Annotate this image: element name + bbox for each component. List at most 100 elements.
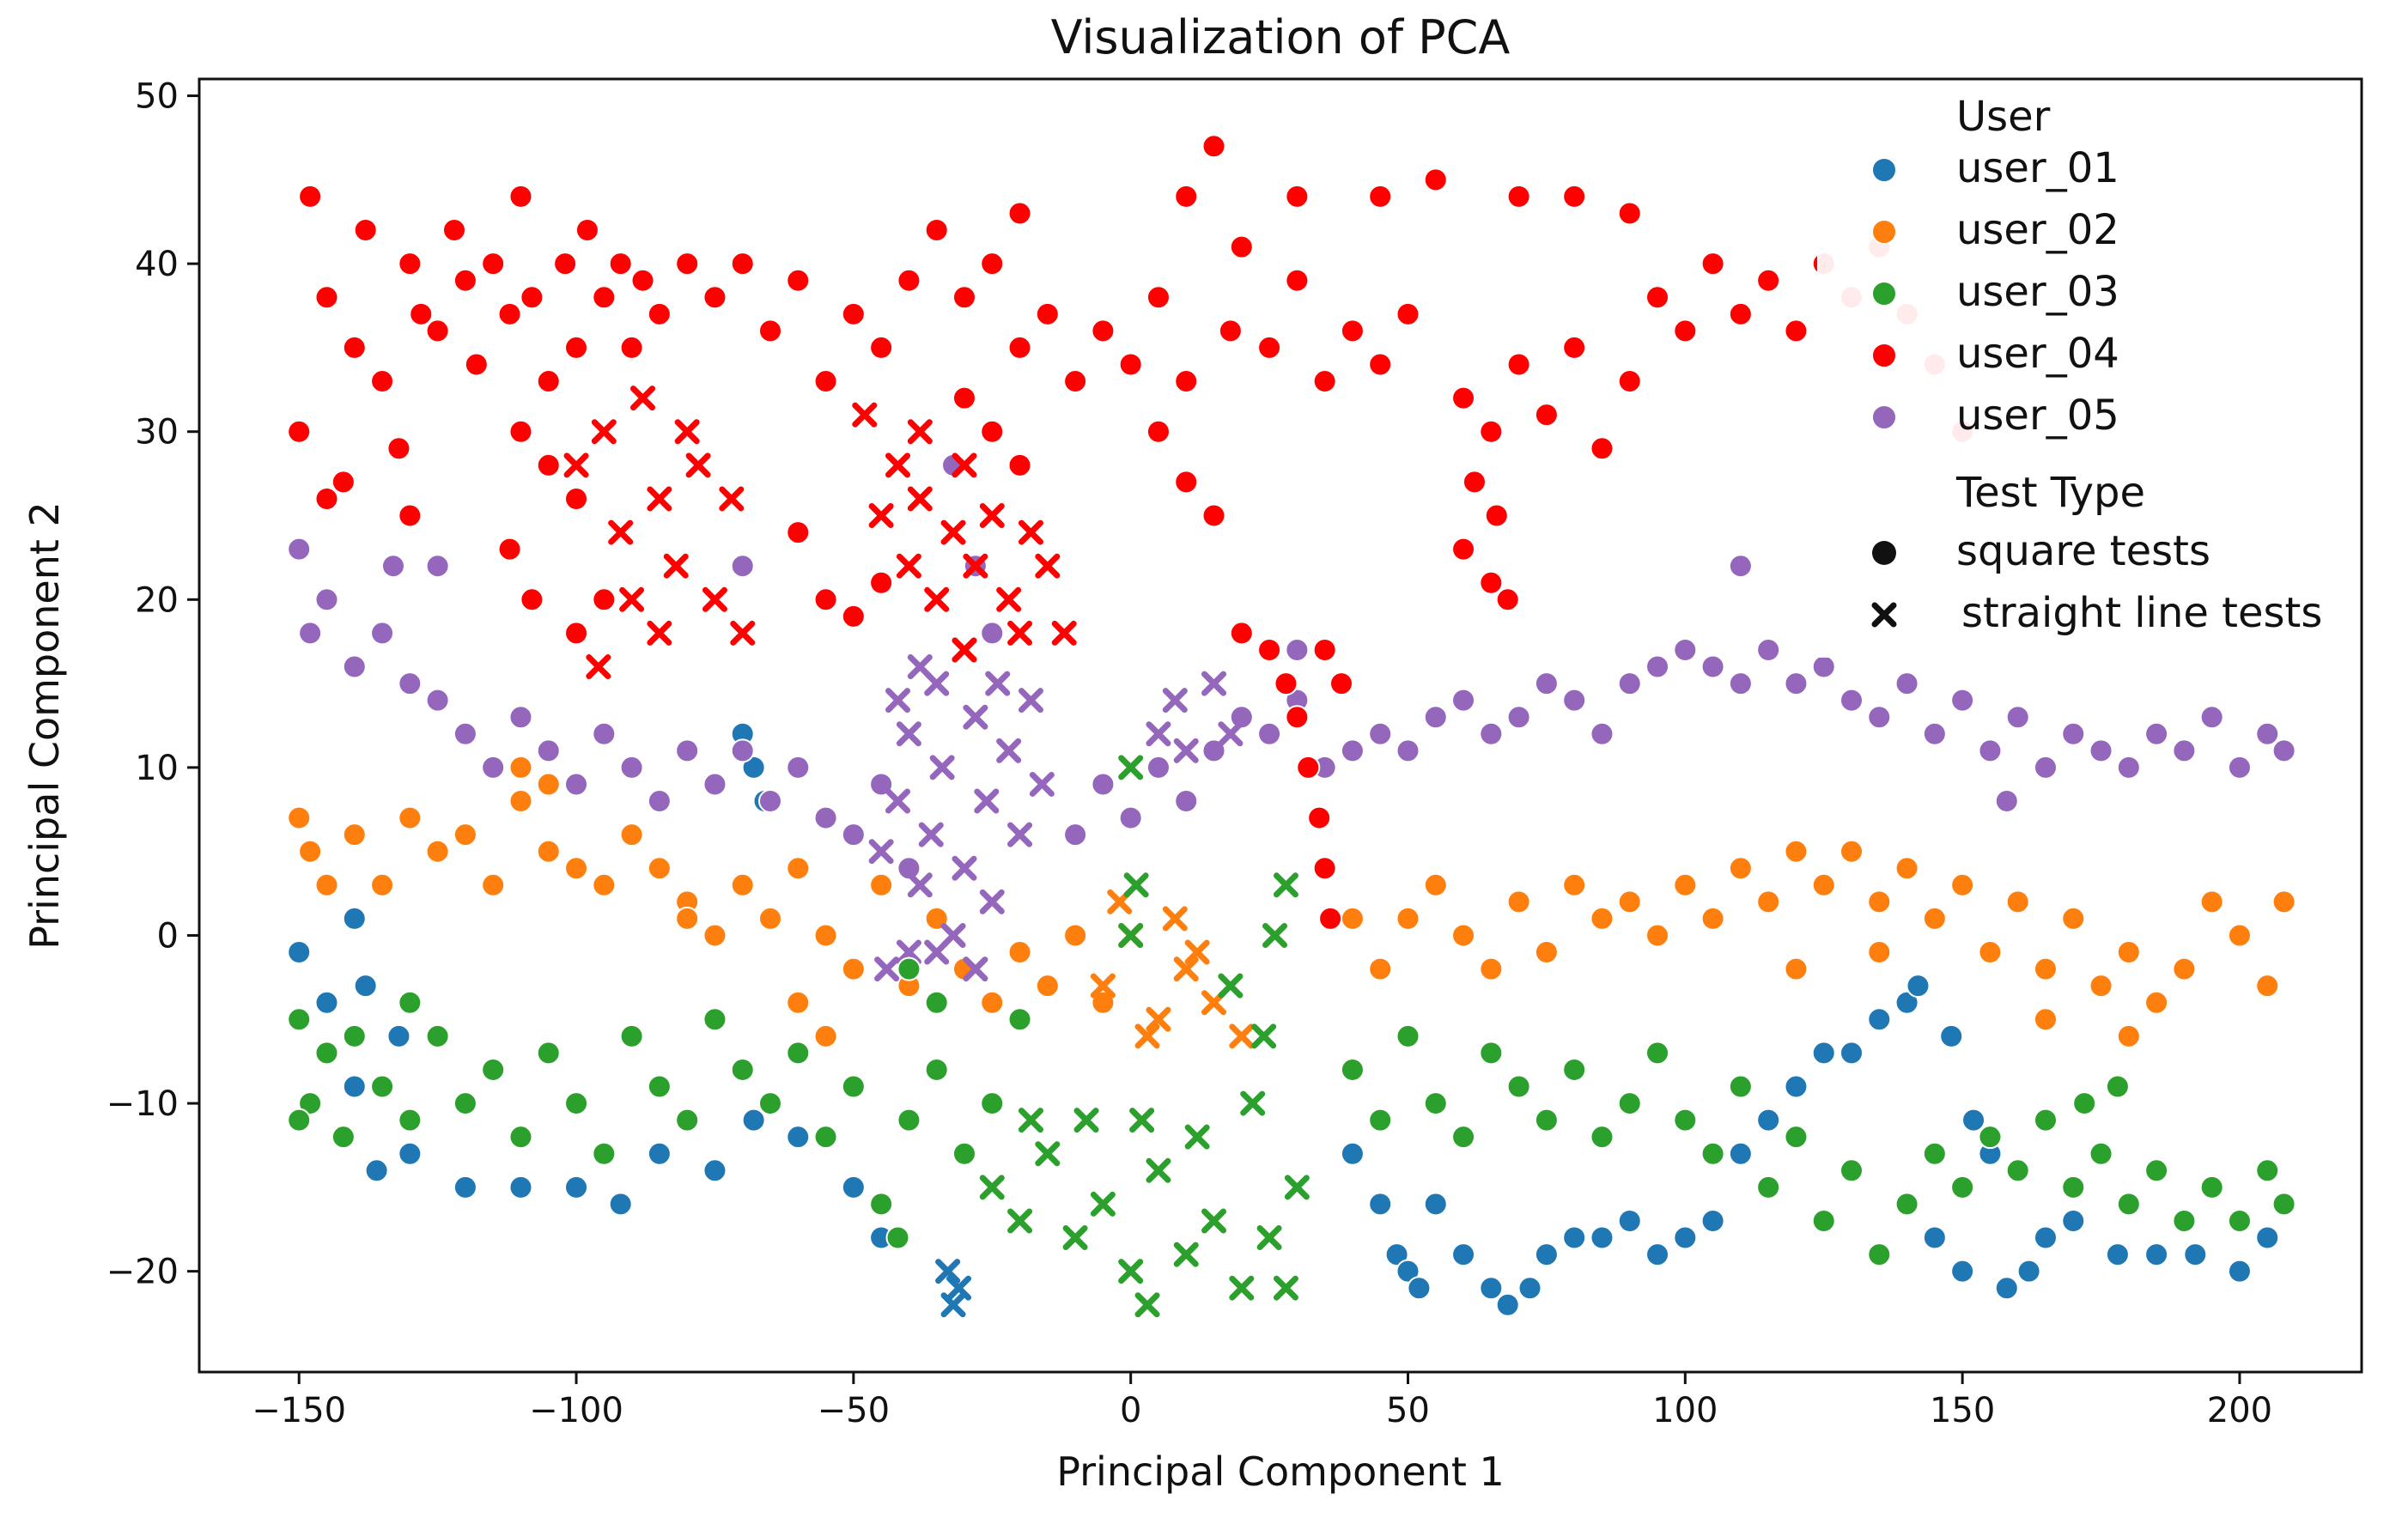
legend-label-user-03: user_03 [1956,268,2119,316]
user-05-square-point [2255,721,2280,746]
user-01-square-point [1617,1208,1642,1233]
user-05-square-point [508,705,533,730]
legend-label-square-tests: square tests [1956,527,2210,575]
user-01-square-point [1756,1108,1781,1132]
user-04-square-point [1423,167,1448,192]
user-04-square-point [1312,856,1337,881]
y-tick-label: −10 [106,1084,179,1124]
user-05-square-point [425,688,450,713]
user-05-square-point [980,621,1005,646]
user-03-line-point [1184,1124,1210,1150]
user-04-square-point [1007,452,1032,477]
legend-label-user-01: user_01 [1956,144,2119,192]
user-02-square-point [398,805,423,830]
user-02-square-point [536,839,561,864]
user-01-square-point [1645,1242,1670,1267]
user-05-line-point [979,889,1005,914]
user-03-square-point [2033,1108,2058,1132]
user-01-square-point [2144,1242,2169,1267]
user-02-square-point [2116,1023,2141,1048]
user-04-line-point [952,452,977,478]
user-04-square-point [425,319,450,343]
chart-title: Visualization of PCA [1051,10,1511,64]
user-05-square-point [702,772,727,797]
user-03-square-point [298,1091,323,1116]
user-03-square-point [619,1023,644,1048]
x-tick-label: −150 [252,1391,346,1430]
user-04-square-point [1617,201,1642,226]
user-05-line-point [918,822,944,847]
user-02-square-point [2089,974,2113,999]
user-04-line-point [619,586,645,612]
legend-user-entries: user_01 user_02 user_03 user_04 user_05 [1871,144,2119,440]
user-04-square-point [813,369,838,394]
user-02-square-point [536,772,561,797]
user-04-square-point [1201,503,1226,528]
user-05-line-point [1162,688,1188,713]
user-01-square-point [1922,1225,1947,1250]
user-03-square-point [2116,1192,2141,1217]
user-01-square-point [1839,1041,1864,1066]
user-03-square-point [758,1091,783,1116]
user-04-square-point [536,452,561,477]
user-04-square-point [508,184,533,209]
user-05-square-point [1867,705,1892,730]
user-04-square-point [1396,301,1420,326]
user-05-square-point [1506,705,1531,730]
user-05-square-point [1451,688,1476,713]
user-03-square-point [702,1007,727,1032]
user-04-square-point [1274,671,1298,696]
user-04-square-point [1645,285,1670,310]
user-02-square-point [1728,856,1753,881]
user-04-line-point [685,452,711,478]
user-03-square-point [1728,1074,1753,1099]
user-04-square-point [1479,570,1504,595]
user-04-square-point [564,335,589,360]
user-05-square-point [481,755,506,780]
user-03-square-point [885,1225,910,1250]
legend-marker-user-01 [1871,157,1897,183]
user-05-square-point [1063,823,1088,847]
user-02-square-point [564,856,589,881]
user-01-square-point [1784,1074,1809,1099]
user-05-square-point [1423,705,1448,730]
user-01-square-point [287,940,312,965]
y-tick-label: 50 [135,77,179,117]
user-02-square-point [2227,923,2252,948]
user-03-square-point [2144,1158,2169,1183]
user-04-square-point [508,419,533,444]
user-04-line-point [996,586,1022,612]
user-04-square-point [398,252,423,276]
user-02-square-point [647,856,672,881]
user-05-line-point [874,956,900,982]
user-05-square-point [1396,738,1420,763]
user-04-line-point [702,586,727,612]
user-02-square-point [2199,890,2224,914]
y-tick-label: 0 [157,916,179,956]
user-03-line-point [1118,755,1144,780]
user-03-square-point [1562,1057,1587,1082]
user-04-line-point [1035,553,1061,579]
user-02-square-point [2061,906,2086,931]
user-02-square-point [1756,890,1781,914]
y-tick-label: 10 [135,749,179,788]
user-04-square-point [1118,352,1143,377]
user-05-square-point [453,721,477,746]
user-04-square-point [1590,436,1614,461]
user-02-square-point [2255,974,2280,999]
user-05-square-point [2199,705,2224,730]
user-03-square-point [1340,1057,1365,1082]
user-02-square-point [675,906,700,931]
user-04-line-point [730,620,756,646]
user-04-square-point [1312,637,1337,662]
user-03-square-point [2255,1158,2280,1183]
user-05-square-point [1784,671,1809,696]
user-05-square-point [1479,721,1504,746]
legend-marker-user-04 [1871,343,1897,368]
user-02-square-point [869,872,894,897]
user-05-line-point [963,956,988,982]
user-04-square-point [1035,301,1060,326]
user-05-square-point [1673,637,1698,662]
user-02-square-point [342,823,367,847]
user-03-line-point [1173,1242,1199,1267]
